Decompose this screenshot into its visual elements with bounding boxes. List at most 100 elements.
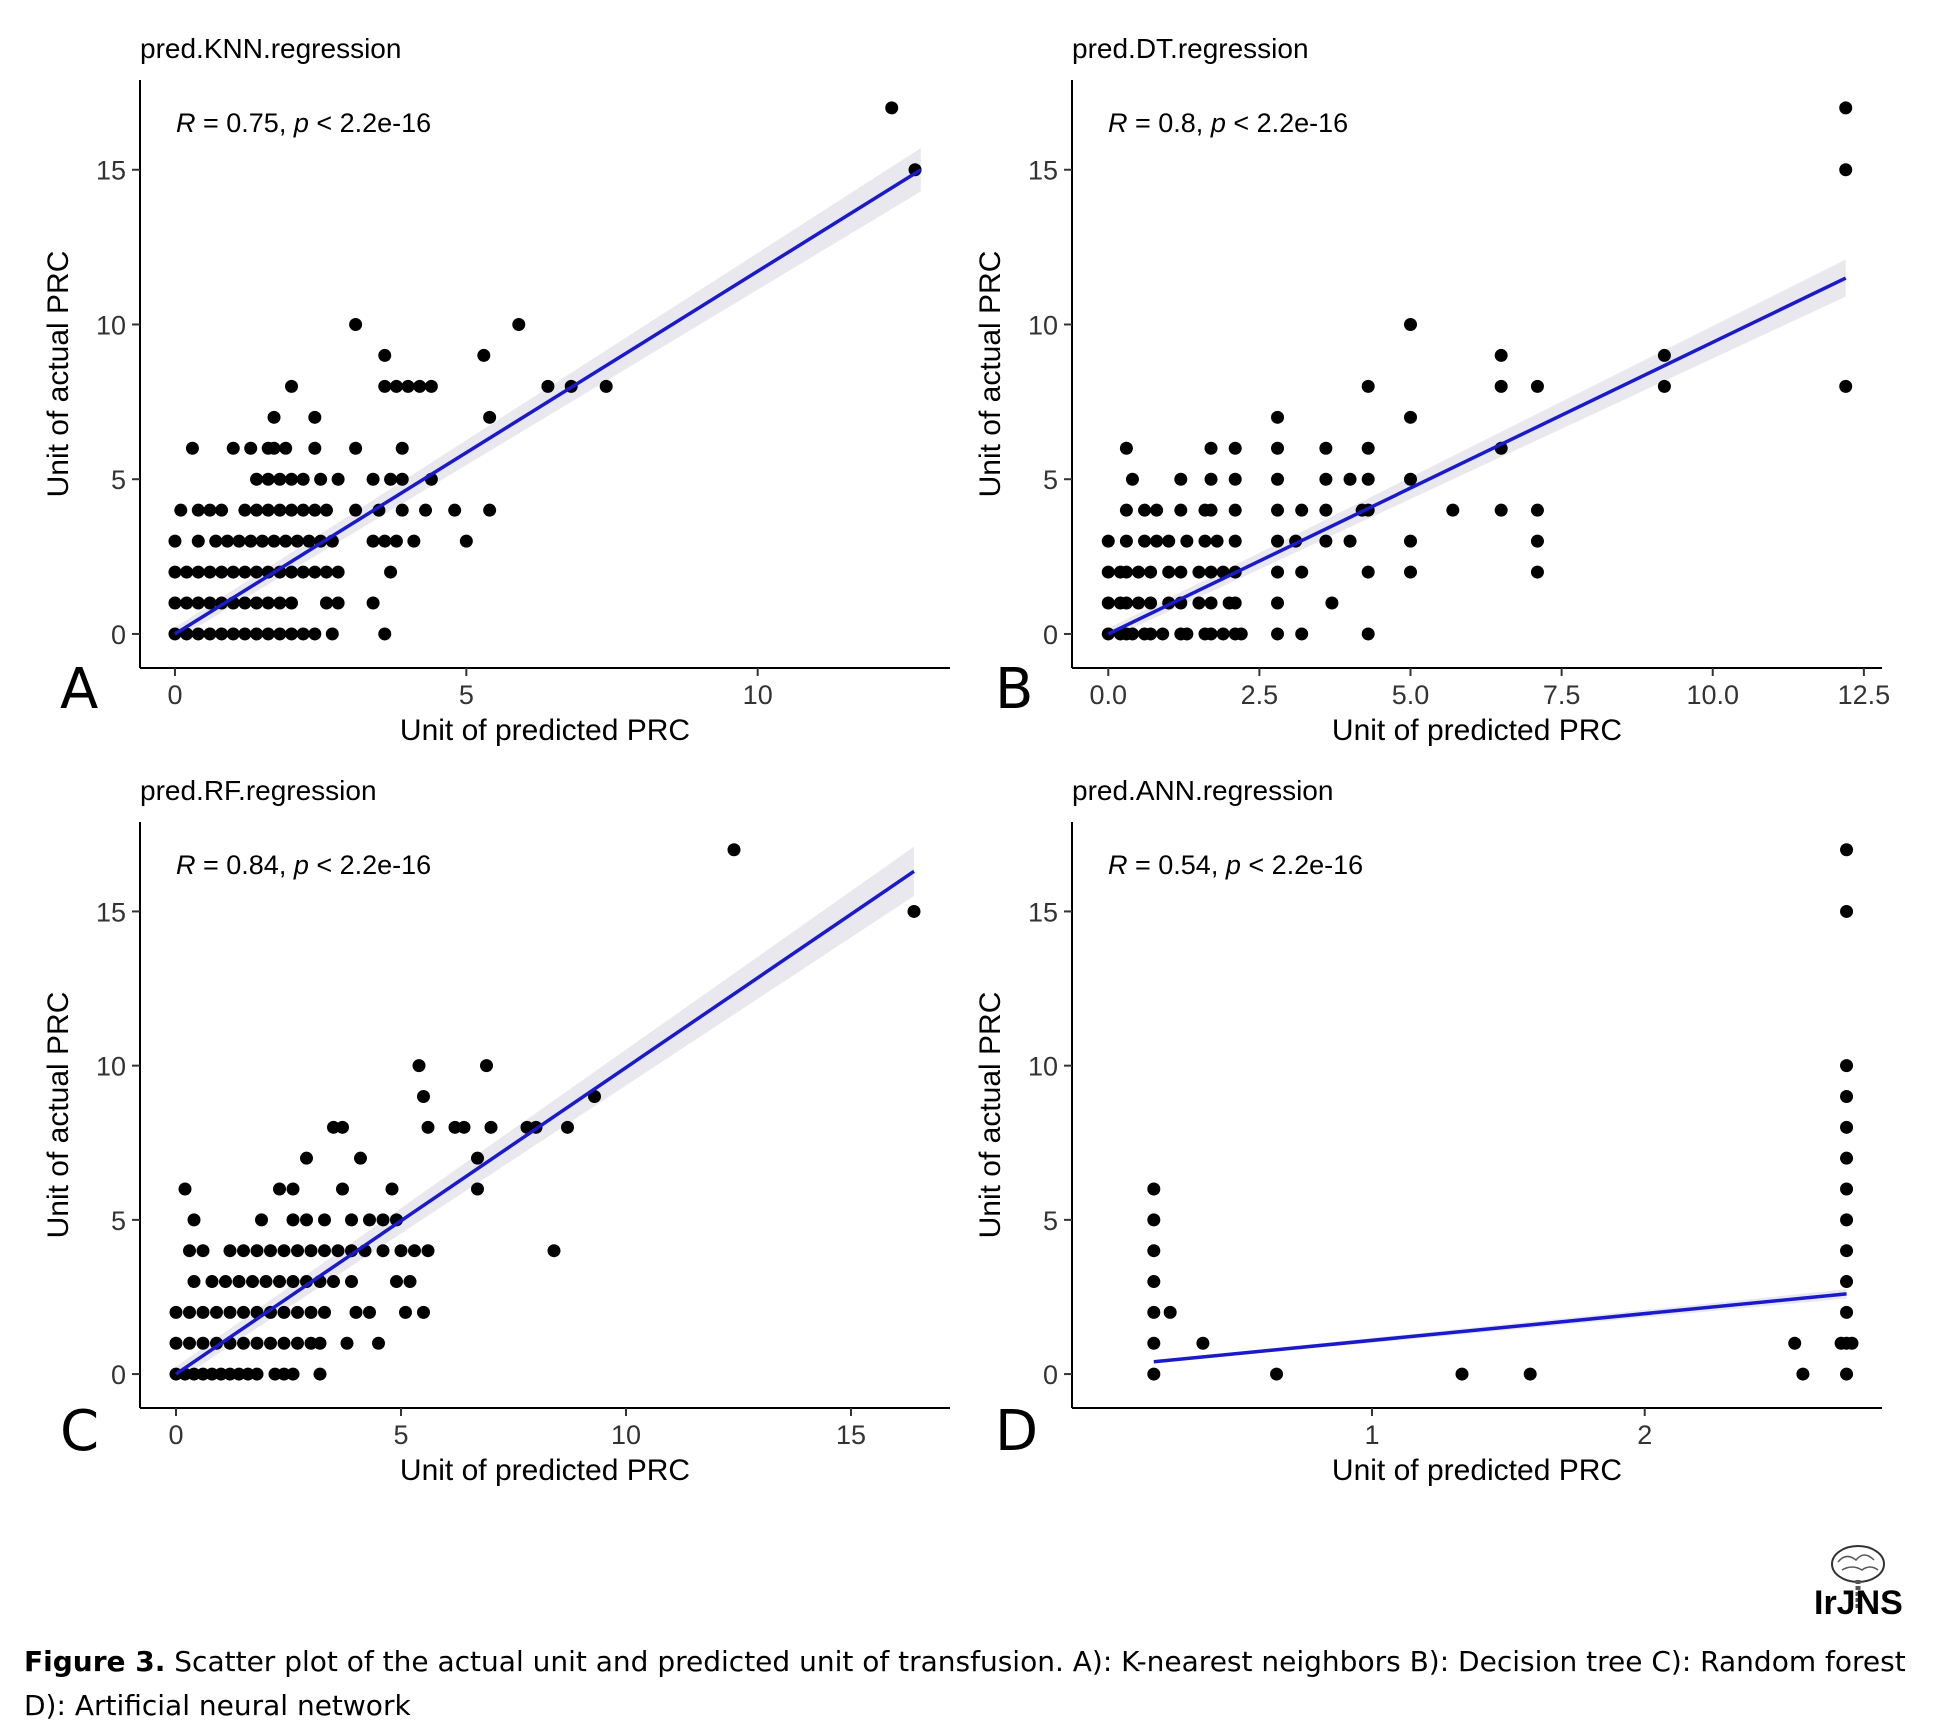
scatter-points (1101, 101, 1853, 641)
data-point (238, 627, 252, 641)
data-point (232, 1275, 246, 1289)
data-point (376, 1213, 390, 1227)
data-point (1361, 565, 1375, 579)
data-point (279, 441, 293, 455)
data-point (296, 503, 310, 517)
data-point (1147, 1244, 1161, 1258)
data-point (1796, 1367, 1810, 1381)
data-point (325, 627, 339, 641)
data-point (1204, 472, 1218, 486)
data-point (178, 1182, 192, 1196)
data-point (209, 534, 223, 548)
data-point (378, 348, 392, 362)
x-tick-label: 0 (168, 1420, 183, 1450)
data-point (308, 503, 322, 517)
data-point (319, 503, 333, 517)
data-point (1271, 534, 1285, 548)
y-axis-title: Unit of actual PRC (974, 251, 1007, 498)
r-symbol: R (1108, 108, 1128, 138)
data-point (512, 317, 526, 331)
data-point (191, 503, 205, 517)
r-value: = 0.75, (196, 108, 294, 138)
data-point (1840, 1213, 1854, 1227)
r-symbol: R (176, 850, 196, 880)
data-point (291, 1336, 304, 1350)
data-point (250, 627, 264, 641)
panel-d: pred.ANN.regression 1 2 0 5 10 15 Unit of predi… (974, 775, 1882, 1487)
data-point (1119, 503, 1133, 517)
data-point (448, 1120, 462, 1134)
data-point (1162, 534, 1176, 548)
data-point (191, 565, 205, 579)
data-point (1657, 348, 1671, 362)
data-point (226, 627, 240, 641)
data-point (1119, 441, 1133, 455)
data-point (238, 596, 252, 610)
data-point (237, 1305, 250, 1319)
data-point (318, 1244, 331, 1258)
confidence-band (174, 148, 921, 641)
scatter-points (168, 101, 922, 641)
data-point (277, 1305, 291, 1319)
logo-text: IrJNS (1814, 1584, 1903, 1620)
data-point (215, 565, 229, 579)
data-point (168, 596, 182, 610)
data-point (421, 1244, 435, 1258)
data-point (313, 1336, 327, 1350)
data-point (277, 1244, 291, 1258)
r-symbol: R (1108, 850, 1128, 880)
data-point (1174, 503, 1188, 517)
data-point (331, 596, 345, 610)
data-point (413, 379, 427, 393)
data-point (203, 503, 217, 517)
data-point (907, 904, 921, 918)
data-point (1138, 534, 1152, 548)
data-point (1101, 534, 1115, 548)
data-point (1119, 596, 1133, 610)
data-point (1156, 627, 1170, 641)
journal-logo: IrJNS (1812, 1540, 1922, 1622)
data-point (1147, 1336, 1161, 1350)
x-axis-title: Unit of predicted PRC (400, 714, 690, 747)
data-point (296, 472, 310, 486)
data-point (1119, 565, 1133, 579)
regression-line (174, 168, 922, 636)
data-point (196, 1305, 210, 1319)
data-point (241, 1367, 255, 1381)
data-point (191, 627, 205, 641)
data-point (304, 1305, 318, 1319)
data-point (1319, 503, 1333, 517)
data-point (250, 1367, 264, 1381)
data-point (226, 441, 240, 455)
data-point (319, 596, 333, 610)
p-symbol: p (293, 108, 309, 138)
data-point (220, 534, 234, 548)
panel-title: pred.DT.regression (1072, 33, 1309, 64)
data-point (267, 410, 281, 424)
data-point (331, 1244, 345, 1258)
data-point (1494, 503, 1508, 517)
data-point (1147, 1275, 1161, 1289)
data-point (223, 1305, 237, 1319)
data-point (1839, 379, 1853, 393)
x-tick-label: 12.5 (1838, 680, 1891, 710)
data-point (1125, 627, 1139, 641)
data-point (246, 1275, 259, 1289)
y-tick-label: 15 (96, 156, 126, 186)
y-axis-title: Unit of actual PRC (42, 251, 75, 498)
data-point (1180, 534, 1194, 548)
data-point (1446, 503, 1460, 517)
data-point (291, 1305, 304, 1319)
data-point (1271, 565, 1285, 579)
y-tick-label: 0 (111, 1360, 126, 1390)
data-point (1530, 565, 1544, 579)
panel-a: pred.KNN.regression 0 5 10 0 5 10 15 Unit of pre… (42, 33, 950, 747)
x-tick-label: 15 (836, 1420, 866, 1450)
data-point (1271, 627, 1285, 641)
data-point (1271, 410, 1285, 424)
data-point (1216, 627, 1230, 641)
data-point (407, 534, 421, 548)
x-tick-label: 0 (167, 680, 182, 710)
data-point (480, 1059, 493, 1073)
